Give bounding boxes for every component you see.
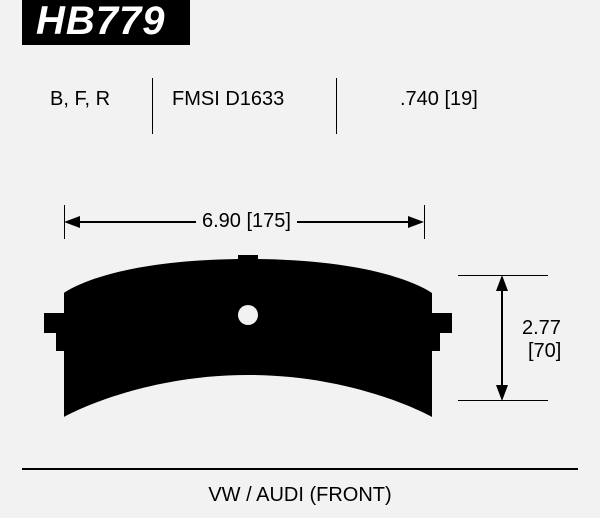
width-arrow-right-head — [408, 216, 424, 228]
width-dim-label: 6.90 [175] — [196, 210, 297, 233]
height-arrow-line — [501, 287, 503, 389]
height-arrow-down-head — [496, 385, 508, 401]
thickness-label: .740 [19] — [400, 88, 478, 111]
width-tick-right — [424, 205, 425, 239]
brake-pad-silhouette — [38, 255, 458, 435]
height-dim-top: 2.77 — [522, 317, 561, 340]
fmsi-label: FMSI D1633 — [172, 88, 284, 111]
spec-divider-2 — [336, 78, 337, 134]
footer-text: VW / AUDI (FRONT) — [208, 484, 391, 506]
footer-box: VW / AUDI (FRONT) — [22, 468, 578, 507]
spec-divider-1 — [152, 78, 153, 134]
compounds-label: B, F, R — [50, 88, 110, 111]
height-arrow-up-head — [496, 275, 508, 291]
canvas: HB779 B, F, R FMSI D1633 .740 [19] 6.90 … — [0, 0, 600, 518]
width-arrow-left-head — [64, 216, 80, 228]
part-number-text: HB779 — [36, 0, 166, 43]
height-dim-bottom: [70] — [528, 340, 561, 363]
part-number-header: HB779 — [22, 0, 190, 45]
